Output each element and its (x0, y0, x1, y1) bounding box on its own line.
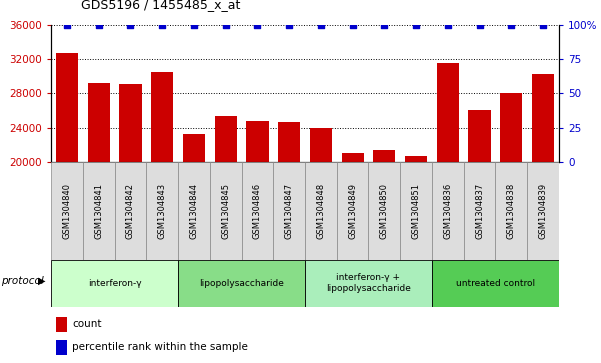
Point (189, 23, 199, 28)
Bar (532, 74, 554, 332)
Point (316, 23, 326, 28)
FancyBboxPatch shape (432, 162, 464, 260)
Text: GSM1304839: GSM1304839 (538, 183, 548, 238)
Bar (310, 127, 332, 332)
Text: GSM1304836: GSM1304836 (444, 183, 453, 238)
Point (380, 23, 389, 28)
Point (126, 23, 135, 28)
Bar (183, 134, 205, 332)
FancyBboxPatch shape (51, 260, 178, 307)
Bar (56, 317, 67, 332)
FancyBboxPatch shape (273, 162, 305, 260)
Point (538, 23, 548, 28)
Point (94, 23, 103, 28)
Point (157, 23, 167, 28)
FancyBboxPatch shape (146, 162, 178, 260)
FancyBboxPatch shape (305, 260, 432, 307)
Text: percentile rank within the sample: percentile rank within the sample (72, 342, 248, 352)
FancyBboxPatch shape (115, 162, 146, 260)
Text: GSM1304848: GSM1304848 (316, 183, 325, 238)
Text: interferon-γ +
lipopolysaccharide: interferon-γ + lipopolysaccharide (326, 273, 411, 293)
Point (62, 23, 72, 28)
Bar (56, 53, 78, 332)
Bar (278, 122, 300, 332)
FancyBboxPatch shape (51, 162, 83, 260)
FancyBboxPatch shape (178, 162, 210, 260)
Point (284, 23, 294, 28)
Point (252, 23, 262, 28)
FancyBboxPatch shape (178, 260, 305, 307)
Text: interferon-γ: interferon-γ (88, 279, 141, 287)
Text: GSM1304845: GSM1304845 (221, 183, 230, 238)
Text: GDS5196 / 1455485_x_at: GDS5196 / 1455485_x_at (81, 0, 240, 11)
Bar (151, 72, 173, 332)
Bar (405, 156, 427, 332)
Text: count: count (72, 319, 102, 330)
Text: GSM1304851: GSM1304851 (412, 183, 421, 238)
Point (411, 23, 421, 28)
FancyBboxPatch shape (495, 162, 527, 260)
Point (348, 23, 358, 28)
Text: GSM1304846: GSM1304846 (253, 183, 262, 238)
Point (475, 23, 484, 28)
Bar (88, 83, 110, 332)
FancyBboxPatch shape (242, 162, 273, 260)
Text: ▶: ▶ (38, 276, 46, 286)
Bar (56, 339, 67, 355)
Text: GSM1304844: GSM1304844 (189, 183, 198, 238)
Bar (215, 117, 237, 332)
Text: GSM1304847: GSM1304847 (285, 183, 294, 238)
Point (443, 23, 453, 28)
FancyBboxPatch shape (305, 162, 337, 260)
Text: untreated control: untreated control (456, 279, 535, 287)
FancyBboxPatch shape (400, 162, 432, 260)
FancyBboxPatch shape (527, 162, 559, 260)
FancyBboxPatch shape (464, 162, 495, 260)
Text: GSM1304849: GSM1304849 (348, 183, 357, 238)
Text: GSM1304842: GSM1304842 (126, 183, 135, 238)
Bar (500, 93, 522, 332)
Bar (341, 153, 364, 332)
Bar (120, 84, 142, 332)
Text: protocol: protocol (1, 276, 44, 286)
Point (221, 23, 230, 28)
Bar (468, 110, 490, 332)
FancyBboxPatch shape (432, 260, 559, 307)
FancyBboxPatch shape (83, 162, 115, 260)
Bar (373, 150, 395, 332)
Text: lipopolysaccharide: lipopolysaccharide (199, 279, 284, 287)
Text: GSM1304843: GSM1304843 (157, 183, 166, 238)
Bar (437, 63, 459, 332)
FancyBboxPatch shape (368, 162, 400, 260)
Text: GSM1304841: GSM1304841 (94, 183, 103, 238)
Bar (246, 121, 269, 332)
FancyBboxPatch shape (337, 162, 368, 260)
Text: GSM1304837: GSM1304837 (475, 183, 484, 238)
Point (507, 23, 516, 28)
Text: GSM1304840: GSM1304840 (63, 183, 72, 238)
Text: GSM1304838: GSM1304838 (507, 183, 516, 238)
FancyBboxPatch shape (210, 162, 242, 260)
Text: GSM1304850: GSM1304850 (380, 183, 389, 238)
